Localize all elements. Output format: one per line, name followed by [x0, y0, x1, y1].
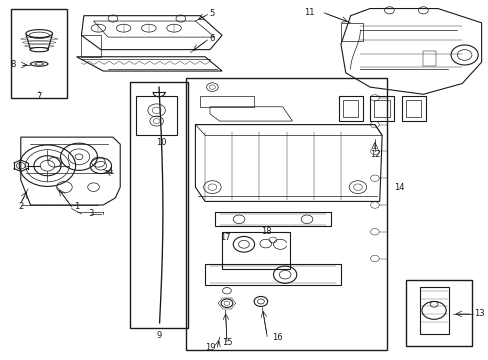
Bar	[423, 51, 435, 66]
Text: 18: 18	[261, 227, 271, 236]
Bar	[185, 78, 386, 350]
Bar	[11, 9, 67, 98]
Bar	[374, 100, 389, 117]
Text: 9: 9	[156, 331, 162, 340]
Text: 15: 15	[222, 338, 232, 347]
Bar	[401, 96, 425, 121]
Text: 13: 13	[473, 310, 484, 319]
Text: 10: 10	[156, 138, 166, 147]
Text: 8: 8	[11, 60, 16, 69]
Text: 17: 17	[219, 233, 230, 242]
Bar	[342, 100, 358, 117]
Text: 16: 16	[271, 333, 282, 342]
Text: 6: 6	[209, 35, 215, 44]
Text: 2: 2	[18, 202, 23, 211]
Bar	[406, 280, 471, 346]
Text: 12: 12	[369, 150, 379, 159]
Bar	[419, 287, 447, 334]
Bar	[222, 232, 289, 269]
Text: 7: 7	[37, 91, 42, 100]
Bar	[130, 82, 188, 328]
Text: 14: 14	[393, 183, 404, 192]
Bar	[338, 96, 362, 121]
Text: 4: 4	[108, 167, 113, 176]
Bar	[369, 96, 393, 121]
Text: 19: 19	[204, 343, 215, 352]
Text: 11: 11	[303, 8, 314, 17]
Bar	[405, 100, 421, 117]
Text: 5: 5	[209, 9, 215, 18]
Text: 3: 3	[88, 210, 94, 219]
Bar	[136, 96, 177, 135]
Text: 1: 1	[74, 202, 79, 211]
